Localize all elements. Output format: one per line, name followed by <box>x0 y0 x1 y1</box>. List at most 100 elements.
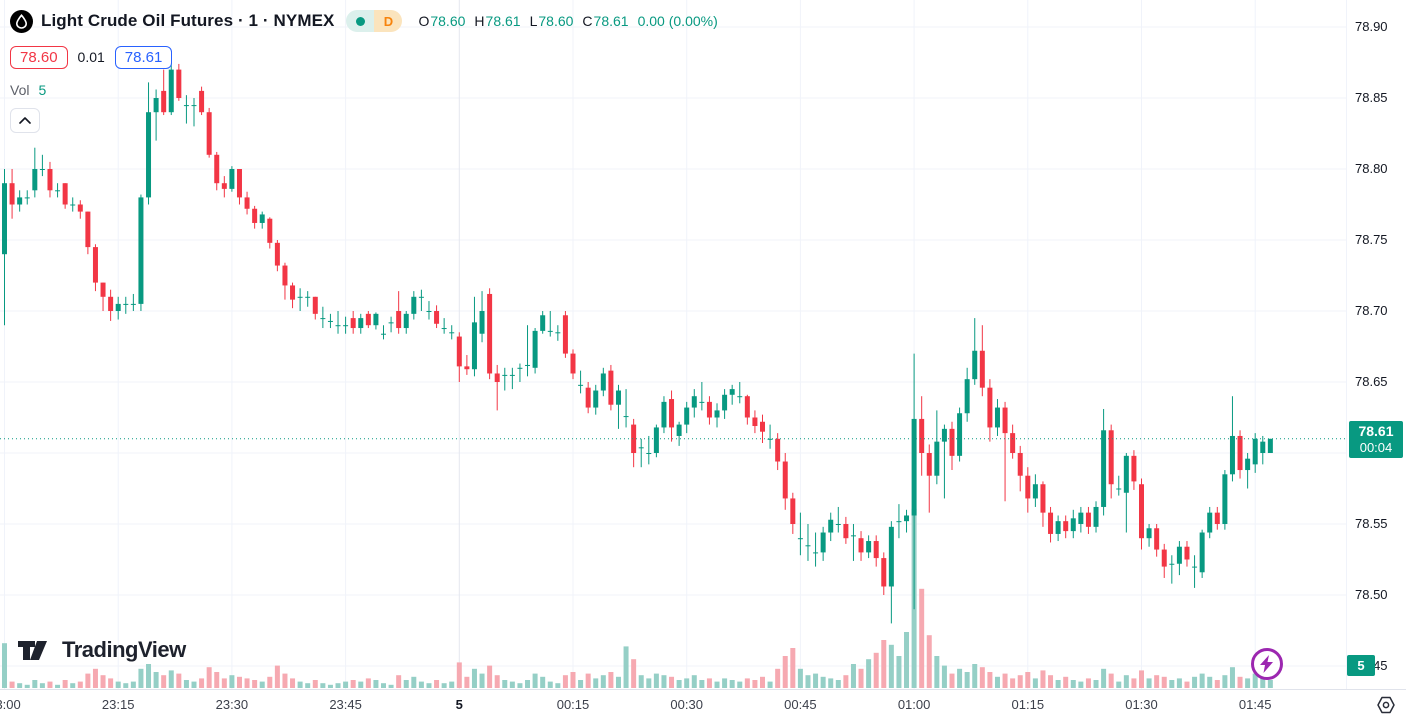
candle-body <box>274 242 280 266</box>
candle-body <box>972 350 978 380</box>
volume-bar <box>252 680 258 688</box>
market-status-interval-pill[interactable]: D <box>346 10 403 32</box>
time-axis-label: 23:00 <box>0 697 21 712</box>
buy-ask-button[interactable]: 78.61 <box>114 45 173 69</box>
time-axis[interactable]: 23:00 23:15 23:30 23:45 5 00:15 00:30 00:45 01:0… <box>0 689 1406 719</box>
candle-body <box>335 325 341 327</box>
volume-bar <box>494 675 500 688</box>
candle-body <box>32 169 38 191</box>
candle-body <box>866 541 872 553</box>
volume-bar <box>381 683 386 688</box>
candle-body <box>85 211 91 248</box>
market-open-status[interactable] <box>346 10 375 32</box>
chevron-up-icon <box>19 117 31 124</box>
volume-bar <box>858 668 864 688</box>
sell-bid-button[interactable]: 78.60 <box>10 45 68 69</box>
candle-body <box>896 521 902 523</box>
candle-body <box>320 318 326 320</box>
price-axis-label: 78.50 <box>1355 587 1388 602</box>
candle-body <box>123 303 129 305</box>
candle-body <box>608 370 614 405</box>
candlestick-chart[interactable] <box>0 0 1346 689</box>
candle-body <box>934 441 940 476</box>
candle-body <box>1070 518 1076 532</box>
volume-bar <box>464 676 470 688</box>
volume-bar <box>888 644 894 688</box>
candle-body <box>570 353 576 374</box>
volume-bar <box>130 681 136 688</box>
tradingview-logo-text: TradingView <box>62 637 186 662</box>
price-axis[interactable]: 78.61 00:04 5 78.90 78.85 78.80 78.75 78.70 7… <box>1346 0 1406 689</box>
volume-bar <box>1055 680 1061 688</box>
candle-body <box>1139 484 1144 539</box>
candle-body <box>615 390 621 405</box>
candle-body <box>600 373 606 391</box>
candle-body <box>176 69 182 98</box>
volume-bar <box>873 652 879 688</box>
candle-body <box>752 417 758 427</box>
tradingview-logo[interactable]: TradingView <box>18 637 186 663</box>
candle-body <box>919 418 925 453</box>
volume-bar <box>108 678 114 688</box>
candle-body <box>1108 430 1114 485</box>
volume-bar <box>517 683 523 688</box>
change-value: 0.00 (0.00%) <box>637 13 718 29</box>
volume-bar <box>1207 676 1213 688</box>
candle-body <box>941 428 947 442</box>
volume-bar <box>1085 678 1091 688</box>
symbol-title[interactable]: Light Crude Oil Futures · 1 · NYMEX <box>41 11 335 30</box>
candle-body <box>221 183 227 189</box>
candle-body <box>714 410 720 418</box>
candle-body <box>585 387 591 408</box>
candle-body <box>555 332 561 334</box>
candle-body <box>646 453 652 454</box>
candle-body <box>206 112 212 155</box>
tradingview-mark-icon <box>18 640 47 660</box>
instant-order-flash-button[interactable] <box>1251 648 1283 680</box>
timezone-settings-button[interactable] <box>1375 694 1397 716</box>
candle-body <box>244 197 250 209</box>
candle-body <box>1207 512 1213 533</box>
candle-body <box>850 535 856 537</box>
bid-ask-row: 78.60 0.01 78.61 <box>10 43 718 71</box>
high-value: H78.61 <box>474 13 521 29</box>
volume-bar <box>199 678 205 688</box>
candle-body <box>737 396 743 398</box>
volume-bar <box>744 678 750 688</box>
volume-bar <box>350 680 356 688</box>
candle-body <box>547 330 553 332</box>
candle-body <box>502 374 508 376</box>
candle-body <box>1245 458 1251 471</box>
volume-bar <box>434 680 440 688</box>
volume-bar <box>638 675 644 688</box>
volume-bar <box>676 680 682 688</box>
candle-body <box>47 169 53 191</box>
candle-body <box>290 285 296 300</box>
volume-bar <box>39 683 45 688</box>
candle-body <box>1040 484 1046 513</box>
volume-bar <box>1154 675 1160 688</box>
chart-pane[interactable] <box>0 0 1346 689</box>
volume-bar <box>1025 672 1031 688</box>
volume-bar <box>805 675 811 688</box>
time-axis-label: 01:00 <box>897 697 931 712</box>
candle-body <box>381 333 386 335</box>
candle-body <box>373 313 379 326</box>
volume-bar <box>290 678 296 688</box>
volume-bar <box>388 684 394 688</box>
daily-interval-badge[interactable]: D <box>374 10 403 32</box>
candle-body <box>100 282 106 297</box>
collapse-legend-button[interactable] <box>10 108 40 133</box>
volume-bar <box>77 681 83 688</box>
candle-body <box>858 538 864 553</box>
volume-bar <box>1093 680 1099 688</box>
candle-body <box>1214 512 1220 524</box>
last-price-value: 78.61 <box>1358 422 1394 439</box>
volume-bar <box>555 683 561 688</box>
candle-body <box>828 519 834 533</box>
candle-body <box>138 197 144 304</box>
volume-bar <box>161 675 167 688</box>
candle-body <box>881 558 887 587</box>
volume-bar <box>547 681 553 688</box>
volume-bar <box>661 675 667 688</box>
